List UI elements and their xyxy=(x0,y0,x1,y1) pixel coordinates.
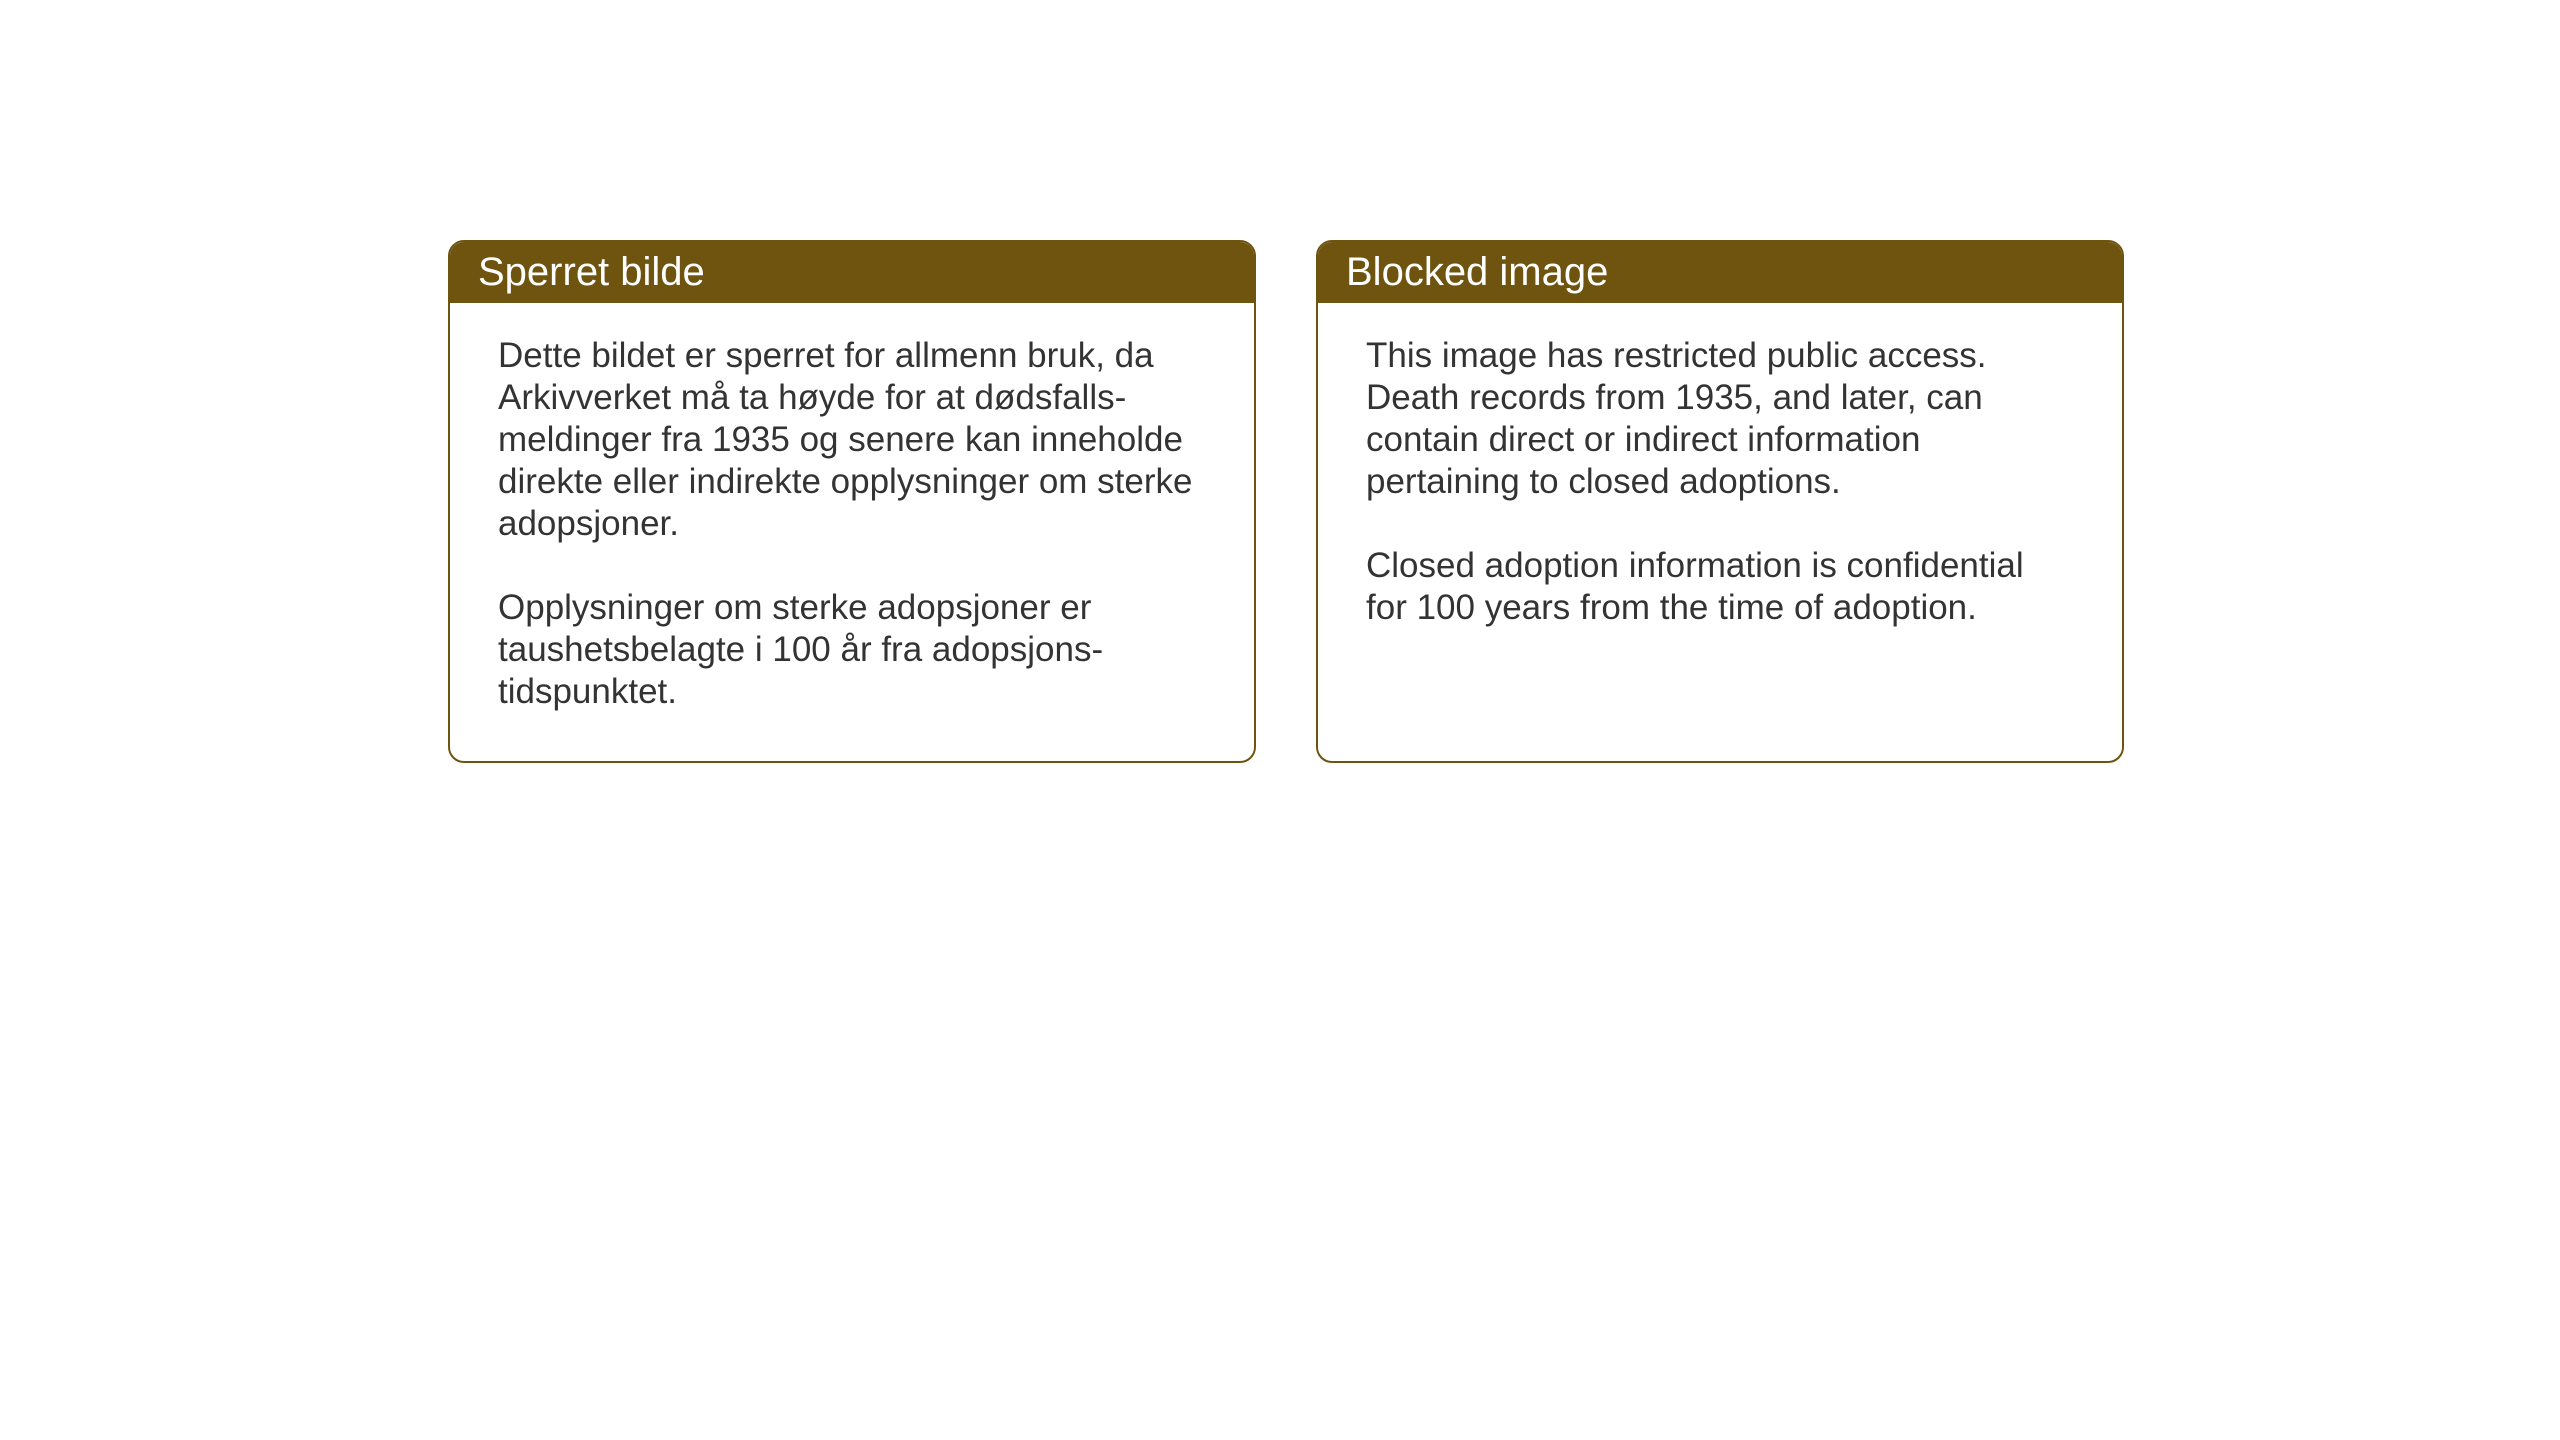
card-paragraph: This image has restricted public access.… xyxy=(1366,335,2074,503)
card-header-norwegian: Sperret bilde xyxy=(450,242,1254,303)
card-paragraph: Closed adoption information is confident… xyxy=(1366,545,2074,629)
card-body-english: This image has restricted public access.… xyxy=(1318,303,2122,677)
notice-card-norwegian: Sperret bilde Dette bildet er sperret fo… xyxy=(448,240,1256,763)
notice-card-english: Blocked image This image has restricted … xyxy=(1316,240,2124,763)
card-title: Blocked image xyxy=(1346,250,1608,294)
card-paragraph: Dette bildet er sperret for allmenn bruk… xyxy=(498,335,1206,545)
card-body-norwegian: Dette bildet er sperret for allmenn bruk… xyxy=(450,303,1254,761)
card-title: Sperret bilde xyxy=(478,250,705,294)
card-header-english: Blocked image xyxy=(1318,242,2122,303)
card-paragraph: Opplysninger om sterke adopsjoner er tau… xyxy=(498,587,1206,713)
notice-container: Sperret bilde Dette bildet er sperret fo… xyxy=(448,240,2124,763)
